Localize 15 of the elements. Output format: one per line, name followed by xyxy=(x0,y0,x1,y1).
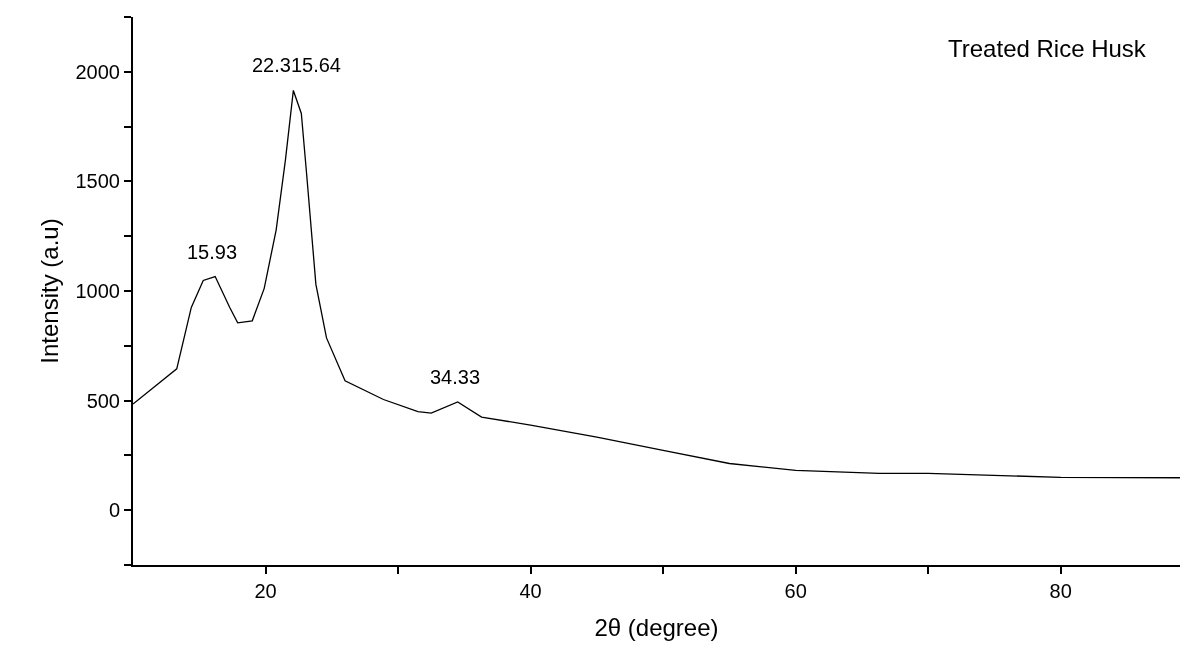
x-tick-label: 40 xyxy=(519,580,542,602)
annotation: 34.33 xyxy=(430,366,481,388)
y-tick-label: 500 xyxy=(86,389,120,412)
y-tick-label: 1500 xyxy=(75,170,120,193)
x-axis-title: 2θ (degree) xyxy=(594,613,719,641)
annotation: 22.315.64 xyxy=(252,54,341,76)
annotation: Treated Rice Husk xyxy=(948,35,1147,62)
x-tick-label: 20 xyxy=(254,580,277,602)
y-tick-label: 0 xyxy=(108,499,120,522)
annotation: 15.93 xyxy=(187,241,238,263)
y-tick-label: 1000 xyxy=(75,280,120,302)
y-axis-title: Intensity (a.u) xyxy=(36,218,64,364)
y-tick-label: 2000 xyxy=(75,60,120,83)
x-tick-label: 60 xyxy=(784,580,807,602)
x-tick-label: 80 xyxy=(1049,580,1072,602)
